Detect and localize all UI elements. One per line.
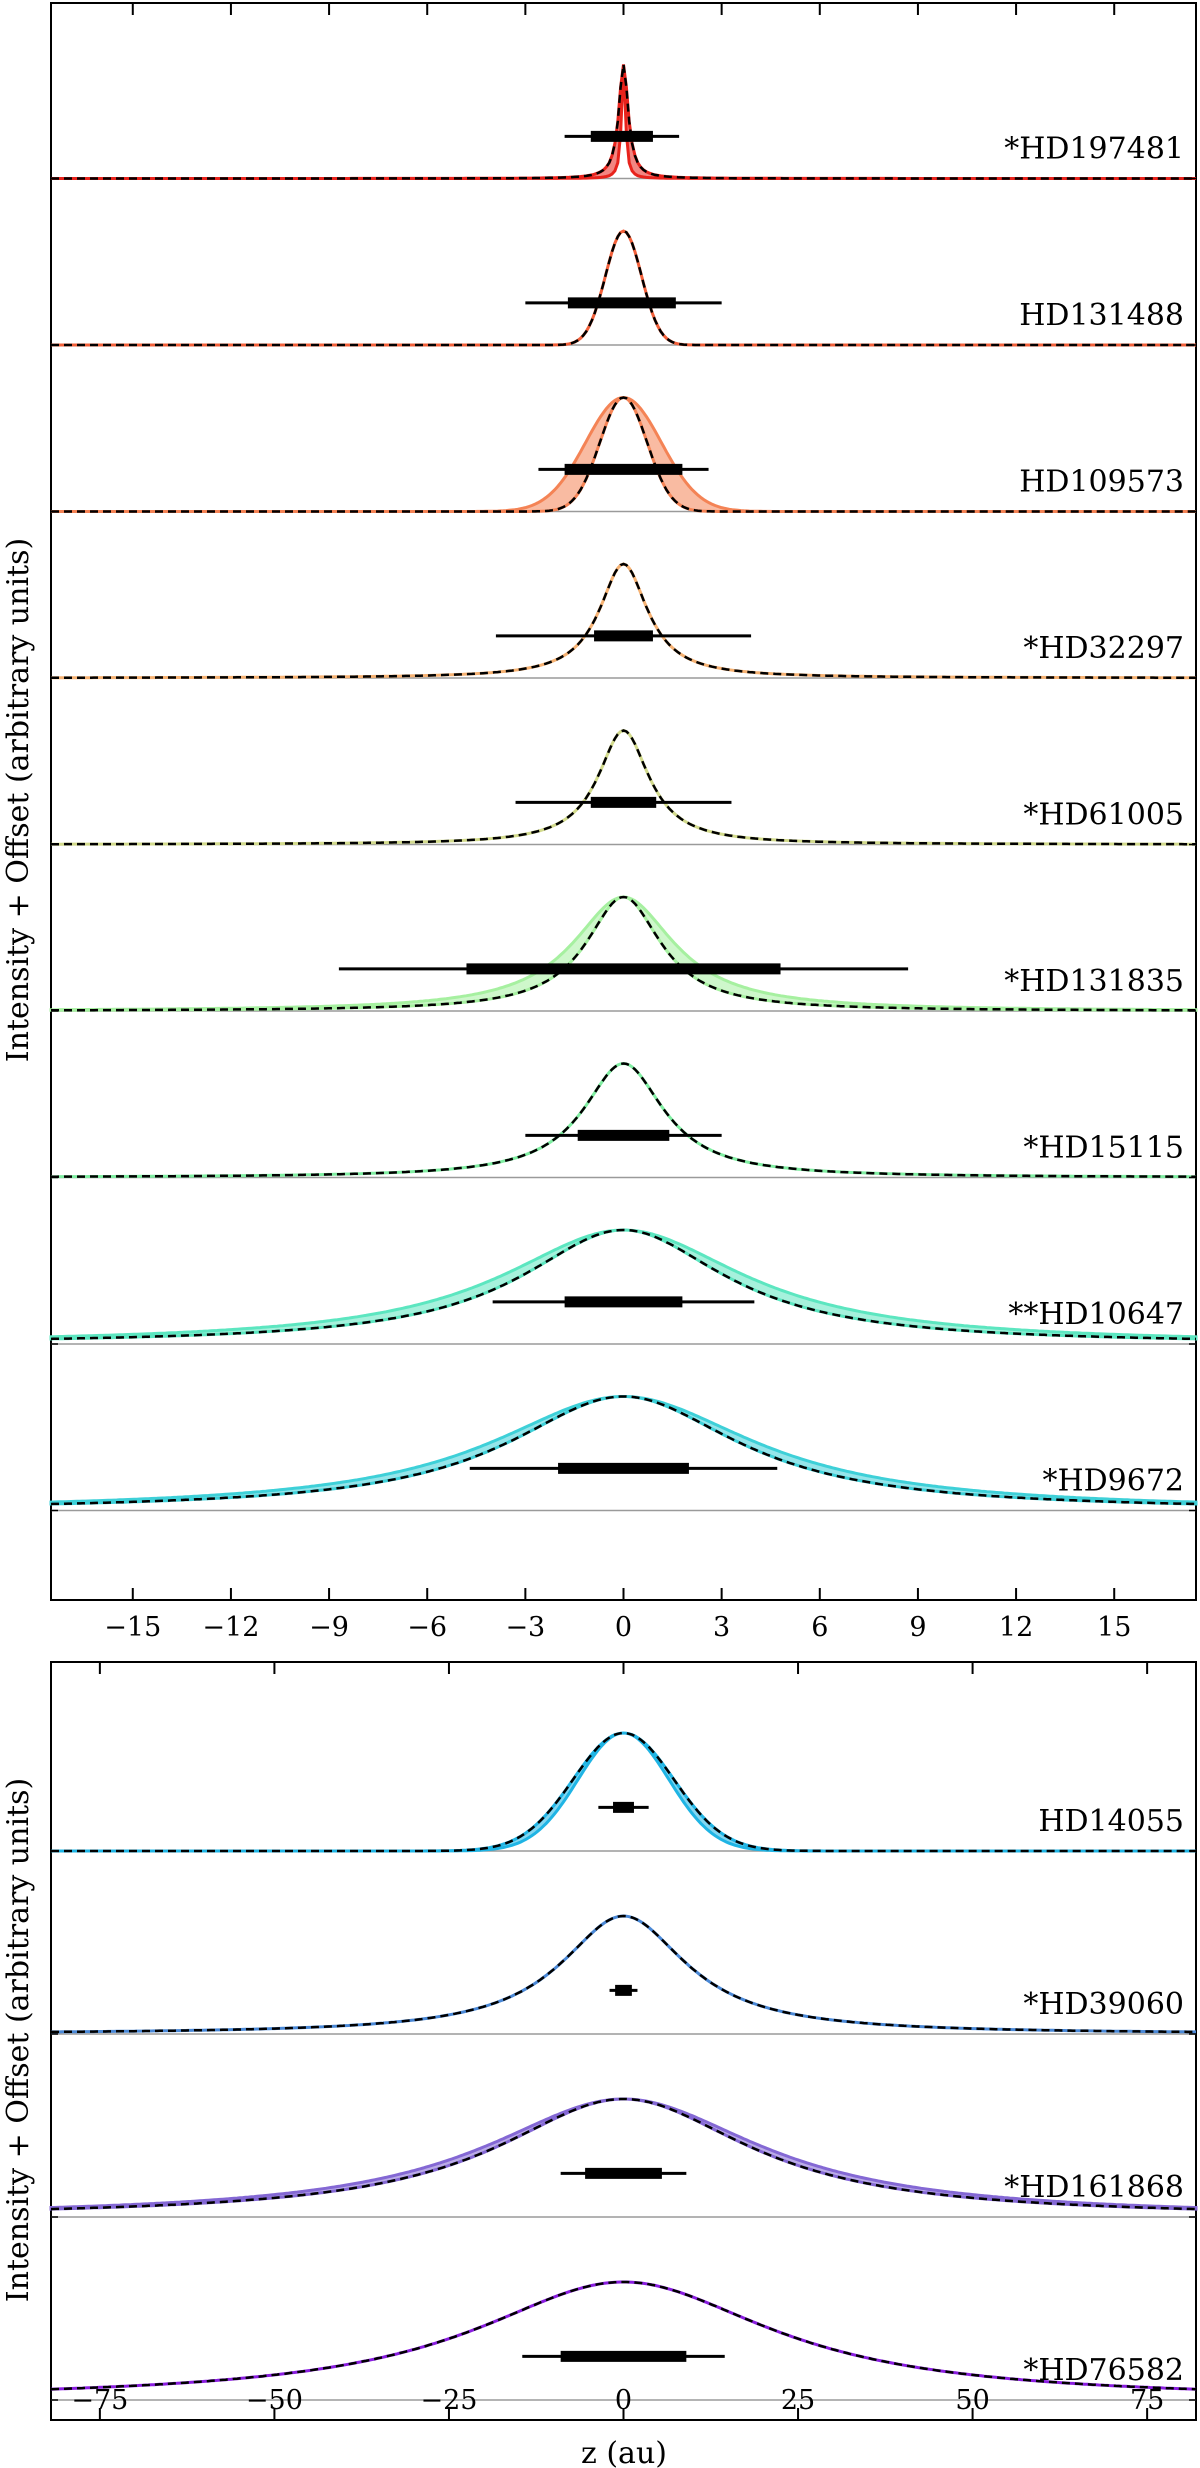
x-tick-label: 0 — [615, 1612, 632, 1643]
star-label: HD131488 — [1019, 298, 1184, 333]
x-tick-label: 9 — [909, 1612, 926, 1643]
x-tick-label: 15 — [1097, 1612, 1131, 1643]
profile-hd32297: *HD32297 — [51, 562, 1196, 680]
star-label: *HD9672 — [1042, 1464, 1184, 1499]
profile-hd10647: **HD10647 — [49, 1228, 1198, 1345]
star-label: HD109573 — [1019, 465, 1184, 500]
x-tick-label: −3 — [505, 1612, 545, 1643]
x-tick-label: 75 — [1130, 2385, 1164, 2416]
model-dashed-line — [51, 64, 1196, 180]
bottom-panel-x-ticks: −75 −50 −25 0 25 50 75 — [71, 1662, 1164, 2420]
profile-band — [51, 1731, 1196, 1853]
star-label: HD14055 — [1038, 1804, 1184, 1839]
x-axis-title: z (au) — [581, 2436, 667, 2468]
x-tick-label: 0 — [615, 2385, 632, 2416]
model-dashed-line — [50, 2280, 1197, 2391]
model-dashed-line — [51, 1914, 1196, 2034]
model-dashed-line — [51, 562, 1196, 679]
profile-hd109573: HD109573 — [51, 395, 1196, 513]
profile-band — [49, 1395, 1198, 1506]
model-dashed-line — [50, 1395, 1197, 1506]
x-tick-label: 3 — [713, 1612, 730, 1643]
top-panel-y-ticks — [51, 177, 1196, 1512]
profile-hd76582: *HD76582 — [50, 2280, 1197, 2401]
x-tick-label: −25 — [420, 2385, 477, 2416]
star-label: *HD15115 — [1023, 1131, 1184, 1166]
top-panel: *HD197481 HD131488 HD109573 *HD32297 *HD6100… — [49, 2, 1198, 1643]
x-tick-label: 6 — [811, 1612, 828, 1643]
top-panel-y-axis-title: Intensity + Offset (arbitrary units) — [1, 538, 36, 1062]
star-label: **HD10647 — [1008, 1297, 1184, 1332]
x-tick-label: 25 — [781, 2385, 815, 2416]
x-tick-label: −6 — [407, 1612, 447, 1643]
profile-hd131488: HD131488 — [51, 229, 1196, 347]
model-dashed-line — [51, 729, 1196, 846]
star-label: *HD197481 — [1004, 132, 1184, 167]
top-panel-curves: *HD197481 HD131488 HD109573 *HD32297 *HD6100… — [49, 64, 1198, 1512]
model-dashed-line — [50, 1228, 1197, 1341]
model-dashed-line — [51, 1731, 1196, 1853]
star-label: *HD32297 — [1023, 631, 1184, 666]
star-label: *HD61005 — [1023, 798, 1184, 833]
bottom-panel: HD14055*HD39060*HD161868*HD76582 −75 −50−… — [49, 1661, 1198, 2421]
profile-hd15115: *HD15115 — [51, 1061, 1196, 1179]
profile-hd161868: *HD161868 — [49, 2097, 1198, 2218]
x-tick-label: 50 — [955, 2385, 989, 2416]
star-label: *HD131835 — [1004, 964, 1184, 999]
bottom-panel-curves: HD14055 *HD39060 *HD161868 *HD76582 — [49, 1731, 1198, 2401]
profile-hd197481: *HD197481 — [51, 64, 1196, 180]
profile-hd61005: *HD61005 — [51, 728, 1196, 846]
profile-hd131835: *HD131835 — [49, 895, 1198, 1012]
profile-hd9672: *HD9672 — [49, 1395, 1198, 1512]
x-tick-label: −75 — [71, 2385, 128, 2416]
x-tick-label: −15 — [104, 1612, 161, 1643]
model-dashed-line — [51, 1062, 1196, 1178]
model-dashed-line — [51, 396, 1196, 513]
x-tick-label: 12 — [999, 1612, 1033, 1643]
bottom-panel-y-axis-title: Intensity + Offset (arbitrary units) — [1, 1778, 36, 2302]
x-tick-label: −9 — [309, 1612, 349, 1643]
bottom-panel-y-ticks — [51, 1850, 1196, 2401]
profile-hd14055: HD14055 — [51, 1731, 1196, 1853]
star-label: *HD161868 — [1004, 2170, 1184, 2205]
profile-hd39060: *HD39060 — [51, 1914, 1196, 2035]
model-dashed-line — [51, 895, 1196, 1012]
model-dashed-line — [51, 229, 1196, 347]
top-panel-x-ticks: −15 −12 −9 −6 −3 0 3 6 9 12 15 — [104, 3, 1131, 1643]
bottom-panel-frame — [50, 1661, 1197, 2421]
model-dashed-line — [50, 2097, 1197, 2211]
star-label: *HD39060 — [1023, 1987, 1184, 2022]
x-tick-label: −12 — [202, 1612, 259, 1643]
x-tick-label: −50 — [246, 2385, 303, 2416]
star-label: *HD76582 — [1023, 2353, 1184, 2388]
